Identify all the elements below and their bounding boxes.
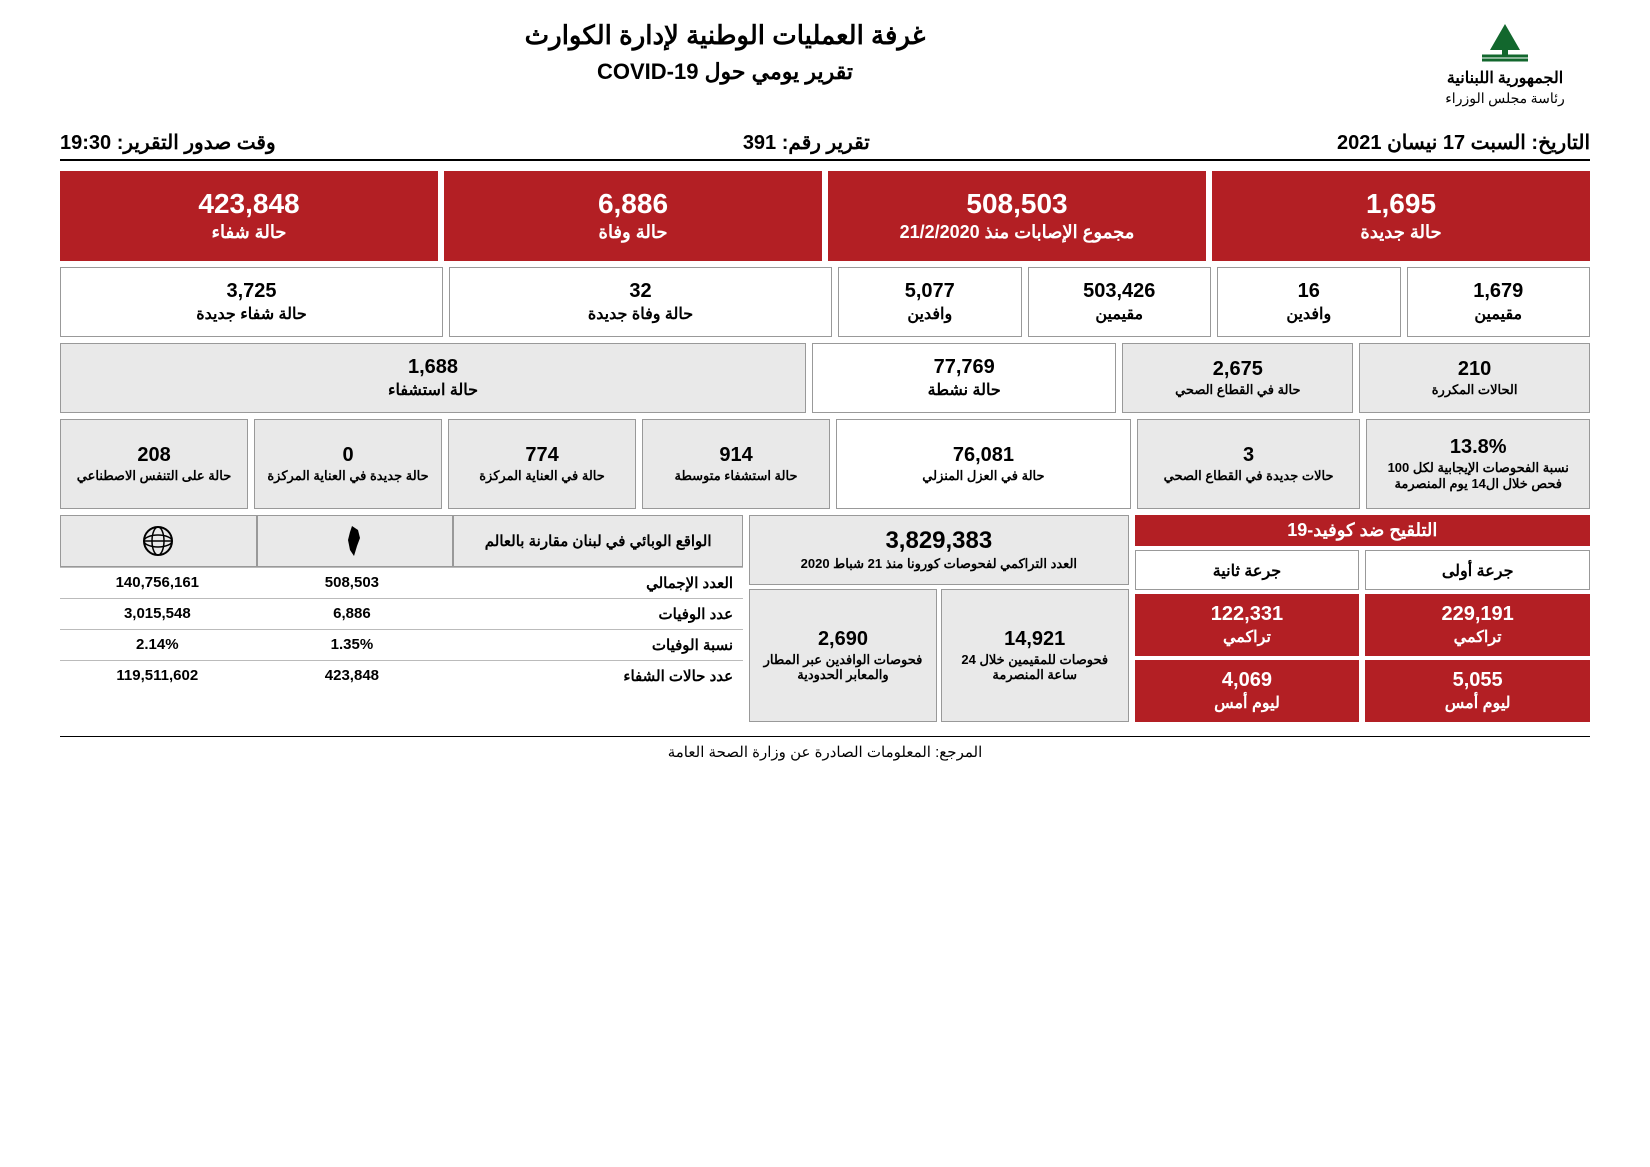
new-deaths: 32 حالة وفاة جديدة xyxy=(449,267,832,337)
world-row: العدد الإجمالي 508,503 140,756,161 xyxy=(60,567,743,598)
row-breakdown: 1,679 مقيمين 16 وافدين 503,426 مقيمين 5,… xyxy=(60,267,1590,337)
world-title: الواقع الوبائي في لبنان مقارنة بالعالم xyxy=(453,515,743,567)
card-recoveries: 423,848 حالة شفاء xyxy=(60,171,438,261)
total-arrivals: 5,077 وافدين xyxy=(838,267,1022,337)
time-cell: وقت صدور التقرير: 19:30 xyxy=(60,130,276,155)
dose2-cum: 122,331 تراكمي xyxy=(1135,594,1360,656)
hcw-total: 2,675 حالة في القطاع الصحي xyxy=(1122,343,1353,413)
dose1-day: 5,055 ليوم أمس xyxy=(1365,660,1590,722)
row-detail: 13.8% نسبة الفحوصات الإيجابية لكل 100 فح… xyxy=(60,419,1590,509)
active-cases: 77,769 حالة نشطة xyxy=(812,343,1116,413)
dose1-cum: 229,191 تراكمي xyxy=(1365,594,1590,656)
icu: 774 حالة في العناية المركزة xyxy=(448,419,636,509)
title-block: غرفة العمليات الوطنية لإدارة الكوارث تقر… xyxy=(60,20,1390,85)
repeat-cases: 210 الحالات المكررة xyxy=(1359,343,1590,413)
meta-row: التاريخ: السبت 17 نيسان 2021 تقرير رقم: … xyxy=(60,130,1590,161)
ventilator: 208 حالة على التنفس الاصطناعي xyxy=(60,419,248,509)
world-head: الواقع الوبائي في لبنان مقارنة بالعالم xyxy=(60,515,743,567)
date-cell: التاريخ: السبت 17 نيسان 2021 xyxy=(1337,130,1590,155)
home-isolation: 76,081 حالة في العزل المنزلي xyxy=(836,419,1131,509)
org-line-1: الجمهورية اللبنانية xyxy=(1420,68,1590,90)
dose2-day: 4,069 ليوم أمس xyxy=(1135,660,1360,722)
new-recoveries: 3,725 حالة شفاء جديدة xyxy=(60,267,443,337)
tests-cum: 3,829,383 العدد التراكمي لفحوصات كورونا … xyxy=(749,515,1129,585)
header: الجمهورية اللبنانية رئاسة مجلس الوزراء غ… xyxy=(60,20,1590,110)
footer: المرجع: المعلومات الصادرة عن وزارة الصحة… xyxy=(60,736,1590,761)
main-title: غرفة العمليات الوطنية لإدارة الكوارث xyxy=(60,20,1390,51)
new-arrivals: 16 وافدين xyxy=(1217,267,1401,337)
world-body: العدد الإجمالي 508,503 140,756,161 عدد ا… xyxy=(60,567,743,691)
tests-arrivals: 2,690 فحوصات الوافدين عبر المطار والمعاب… xyxy=(749,589,937,722)
hosp-moderate: 914 حالة استشفاء متوسطة xyxy=(642,419,830,509)
positivity: 13.8% نسبة الفحوصات الإيجابية لكل 100 فح… xyxy=(1366,419,1590,509)
globe-icon xyxy=(60,515,257,567)
lebanon-icon xyxy=(257,515,454,567)
new-residents: 1,679 مقيمين xyxy=(1407,267,1591,337)
total-residents: 503,426 مقيمين xyxy=(1028,267,1212,337)
card-new-cases: 1,695 حالة جديدة xyxy=(1212,171,1590,261)
icu-new: 0 حالة جديدة في العناية المركزة xyxy=(254,419,442,509)
sub-title: تقرير يومي حول COVID-19 xyxy=(60,59,1390,85)
tests-block: 3,829,383 العدد التراكمي لفحوصات كورونا … xyxy=(749,515,1129,722)
world-row: عدد الوفيات 6,886 3,015,548 xyxy=(60,598,743,629)
tests-residents: 14,921 فحوصات للمقيمين خلال 24 ساعة المن… xyxy=(941,589,1129,722)
report-cell: تقرير رقم: 391 xyxy=(743,130,870,155)
dashboard: 1,695 حالة جديدة 508,503 مجموع الإصابات … xyxy=(60,171,1590,722)
org-line-2: رئاسة مجلس الوزراء xyxy=(1420,90,1590,110)
cedar-icon xyxy=(1478,20,1532,64)
row-active: 210 الحالات المكررة 2,675 حالة في القطاع… xyxy=(60,343,1590,413)
world-row: نسبة الوفيات 1.35% 2.14% xyxy=(60,629,743,660)
hcw-new: 3 حالات جديدة في القطاع الصحي xyxy=(1137,419,1361,509)
logo-block: الجمهورية اللبنانية رئاسة مجلس الوزراء xyxy=(1420,20,1590,110)
dose2-label: جرعة ثانية xyxy=(1135,550,1360,590)
world-row: عدد حالات الشفاء 423,848 119,511,602 xyxy=(60,660,743,691)
hospitalized: 1,688 حالة استشفاء xyxy=(60,343,806,413)
row-headline: 1,695 حالة جديدة 508,503 مجموع الإصابات … xyxy=(60,171,1590,261)
vaccine-title: التلقيح ضد كوفيد-19 xyxy=(1135,515,1590,546)
dose1-label: جرعة أولى xyxy=(1365,550,1590,590)
card-deaths: 6,886 حالة وفاة xyxy=(444,171,822,261)
world-block: الواقع الوبائي في لبنان مقارنة بالعالم ا… xyxy=(60,515,743,722)
vaccine-block: التلقيح ضد كوفيد-19 جرعة أولى جرعة ثانية… xyxy=(1135,515,1590,722)
card-total-cases: 508,503 مجموع الإصابات منذ 21/2/2020 xyxy=(828,171,1206,261)
row-bottom: التلقيح ضد كوفيد-19 جرعة أولى جرعة ثانية… xyxy=(60,515,1590,722)
